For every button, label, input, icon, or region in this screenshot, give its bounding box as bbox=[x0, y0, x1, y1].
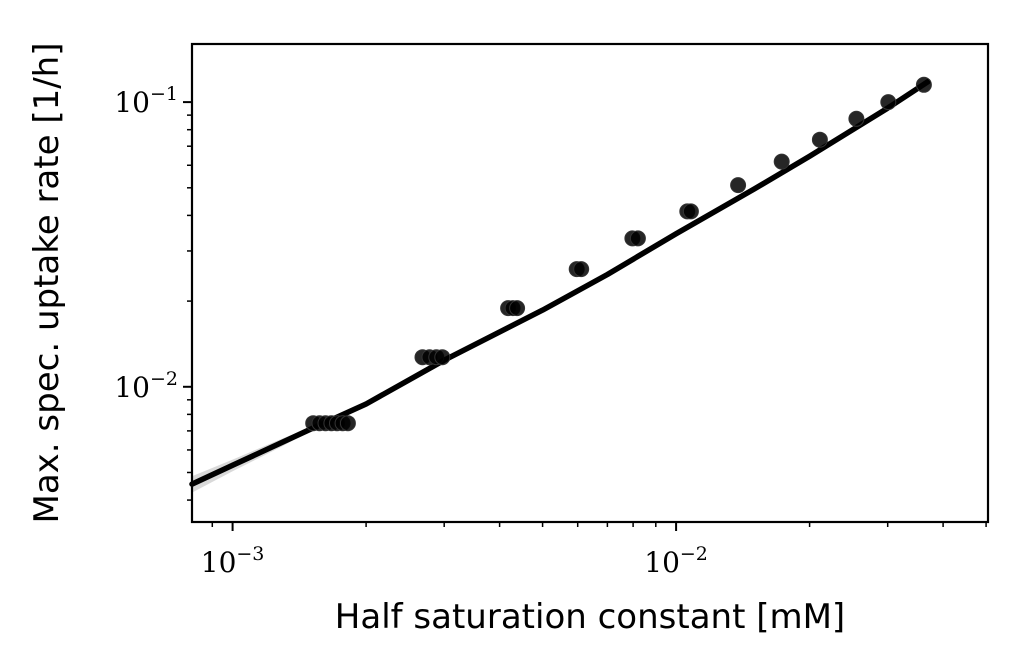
data-point bbox=[682, 203, 699, 220]
y-tick-label: 10−2 bbox=[114, 368, 178, 404]
y-tick-label: 10−1 bbox=[114, 83, 178, 119]
data-point bbox=[848, 110, 865, 127]
data-point bbox=[880, 94, 897, 111]
x-tick-label: 10−3 bbox=[201, 543, 265, 579]
data-point bbox=[730, 177, 747, 194]
axis-ticks: 10−3 10−2 10−2 10−1 bbox=[114, 83, 987, 579]
data-point bbox=[629, 230, 646, 247]
y-axis-label: Max. spec. uptake rate [1/h] bbox=[27, 43, 67, 524]
data-point bbox=[915, 76, 932, 93]
data-point bbox=[811, 131, 828, 148]
data-points-layer bbox=[305, 76, 932, 432]
data-point bbox=[434, 349, 451, 366]
data-point bbox=[339, 415, 356, 432]
x-tick-label: 10−2 bbox=[644, 543, 708, 579]
data-point bbox=[573, 261, 590, 278]
x-axis-label: Half saturation constant [mM] bbox=[335, 597, 845, 637]
plot-frame bbox=[190, 42, 990, 524]
fit-line bbox=[189, 78, 931, 487]
fit-line-layer bbox=[189, 78, 931, 487]
data-point bbox=[509, 300, 526, 317]
data-point bbox=[773, 153, 790, 170]
